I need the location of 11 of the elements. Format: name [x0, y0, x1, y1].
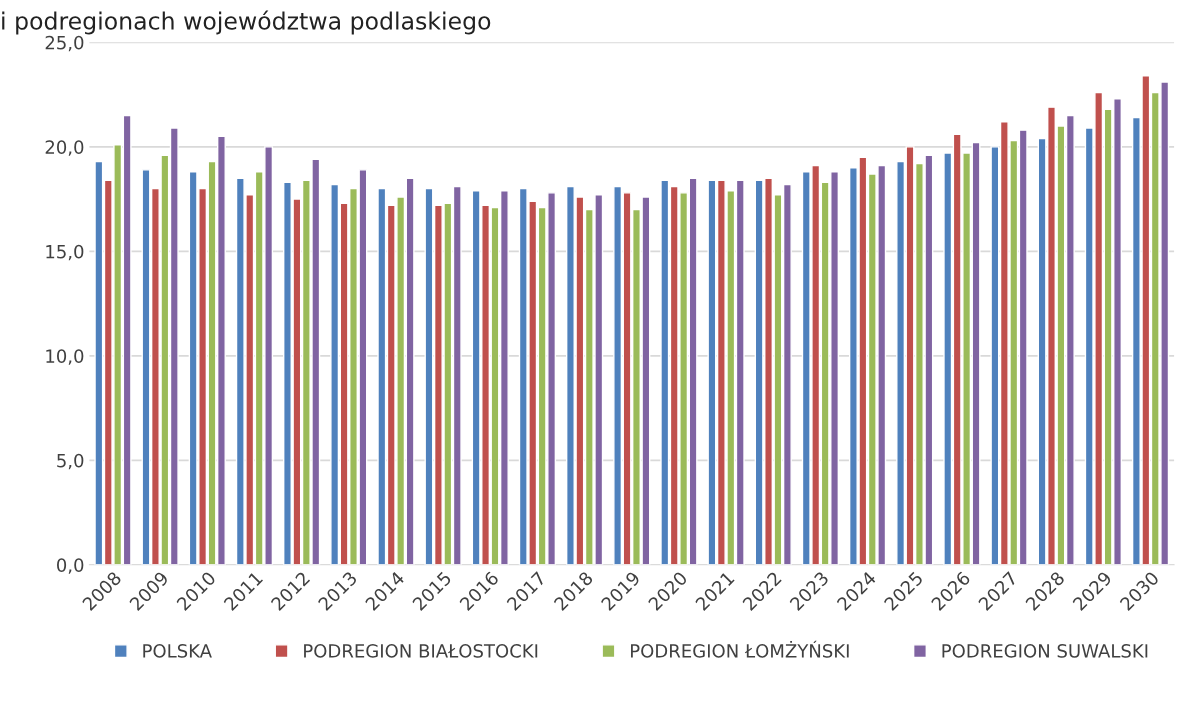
legend-label: PODREGION ŁOMŻYŃSKI [631, 640, 849, 658]
legend-label: PODREGION BIAŁOSTOCKI [304, 644, 538, 658]
legend-label: POLSKA [143, 644, 212, 658]
y-tick-label: 5,0 [57, 453, 84, 470]
y-tick-label: 10,0 [46, 349, 84, 365]
legend-label: PODREGION SUWALSKI [942, 644, 1148, 658]
y-tick-label: 25,0 [45, 35, 84, 52]
y-tick-label: 20,0 [45, 140, 84, 156]
y-tick-label: 15,0 [46, 244, 84, 261]
y-tick-label: 0,0 [57, 558, 84, 574]
chart-title: i podregionach województwa podlaskiego [2, 10, 491, 35]
